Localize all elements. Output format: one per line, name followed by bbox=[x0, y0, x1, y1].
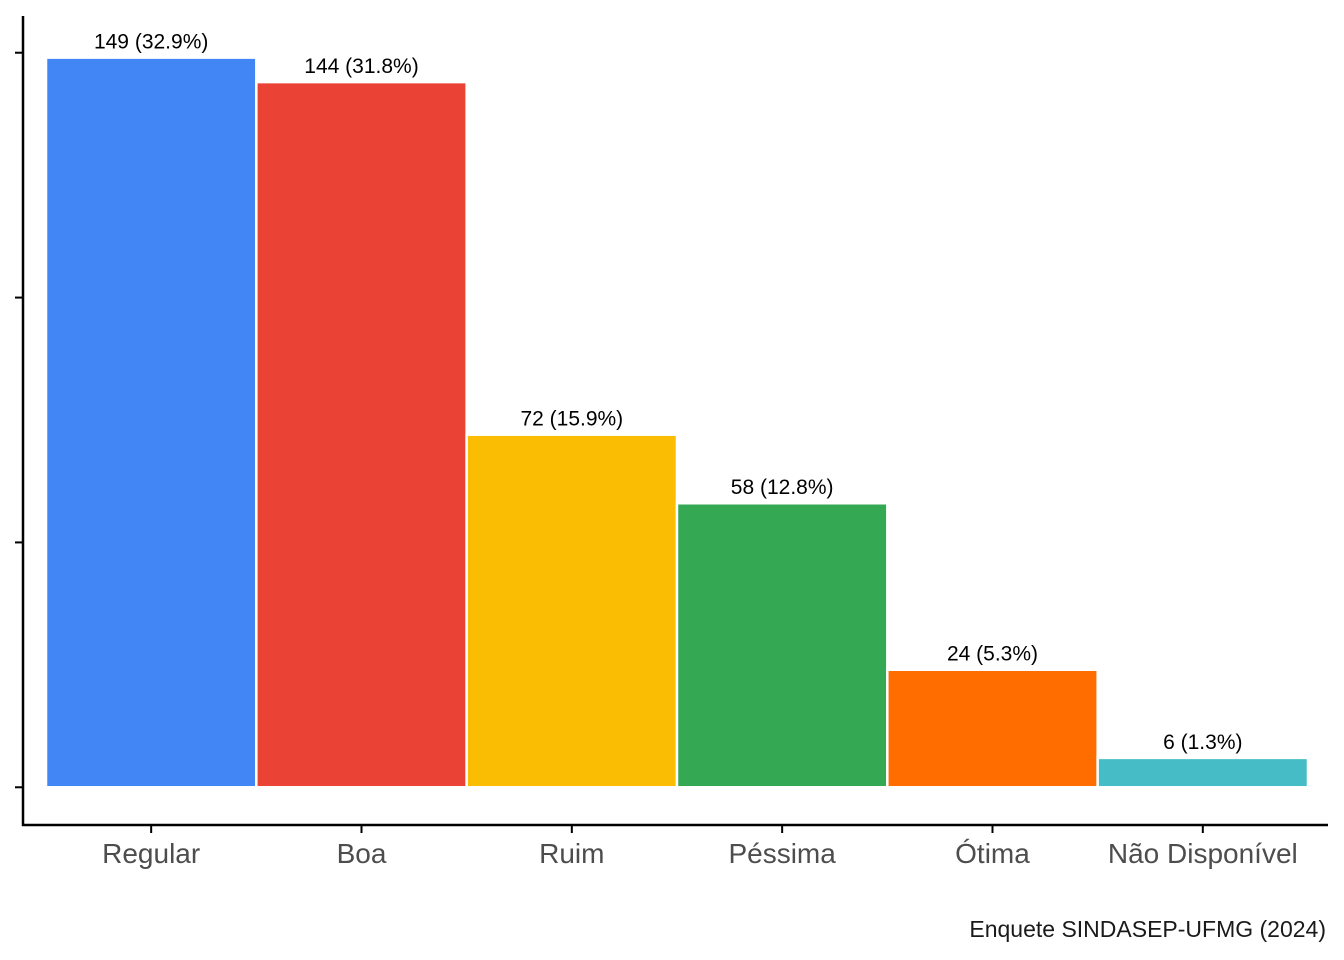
bar-regular bbox=[44, 56, 258, 789]
data-label: 72 (15.9%) bbox=[520, 408, 623, 431]
data-label: 24 (5.3%) bbox=[947, 643, 1038, 666]
bar-boa bbox=[255, 80, 468, 789]
x-tick-labels-group: Regular Boa Ruim Péssima Ótima Não Disponível bbox=[102, 838, 1298, 869]
axes-group bbox=[21, 16, 1328, 827]
x-tick-label: Ótima bbox=[955, 838, 1030, 869]
bar-nao-disponivel bbox=[1096, 756, 1310, 789]
x-tick-label: Péssima bbox=[728, 838, 836, 869]
bar-pessima bbox=[675, 501, 889, 789]
data-label: 149 (32.9%) bbox=[94, 31, 208, 54]
bar-otima bbox=[886, 668, 1099, 789]
data-labels-group: 149 (32.9%) 144 (31.8%) 72 (15.9%) 58 (12.8… bbox=[94, 31, 1243, 754]
x-tick-label: Ruim bbox=[539, 838, 604, 869]
x-ticks-group bbox=[150, 825, 1204, 833]
data-label: 144 (31.8%) bbox=[304, 55, 418, 78]
y-ticks-group bbox=[15, 51, 23, 789]
data-label: 6 (1.3%) bbox=[1163, 731, 1242, 754]
x-tick-label: Boa bbox=[337, 838, 387, 869]
x-tick-label: Não Disponível bbox=[1108, 838, 1298, 869]
bars-group bbox=[44, 56, 1310, 789]
x-tick-label: Regular bbox=[102, 838, 200, 869]
chart-caption: Enquete SINDASEP-UFMG (2024) bbox=[969, 916, 1326, 942]
data-label: 58 (12.8%) bbox=[731, 476, 834, 499]
bar-ruim bbox=[465, 433, 679, 789]
